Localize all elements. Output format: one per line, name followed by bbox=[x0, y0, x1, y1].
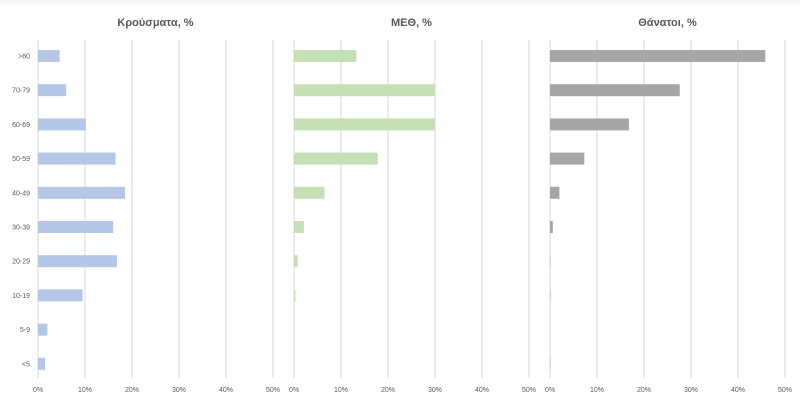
x-tick-label: 40% bbox=[219, 387, 233, 394]
bar bbox=[294, 50, 357, 62]
x-tick-label: 20% bbox=[381, 387, 395, 394]
bar bbox=[550, 152, 585, 165]
x-tick-label: 30% bbox=[428, 387, 442, 394]
x-tick-label: 50% bbox=[522, 387, 536, 394]
bar bbox=[294, 118, 435, 131]
bar bbox=[550, 84, 680, 97]
bar bbox=[294, 186, 325, 199]
x-tick-label: 10% bbox=[334, 387, 348, 394]
panel-title: Κρούσματα, % bbox=[117, 17, 193, 29]
bar bbox=[38, 152, 116, 165]
x-tick-label: 40% bbox=[475, 387, 489, 394]
bar bbox=[38, 186, 125, 199]
bar bbox=[38, 84, 67, 97]
category-label: 70-79 bbox=[12, 88, 30, 95]
category-label: 10-19 bbox=[12, 293, 30, 300]
x-tick-label: 0% bbox=[545, 387, 555, 394]
x-tick-label: 50% bbox=[266, 387, 280, 394]
bar bbox=[294, 221, 304, 233]
category-label: 5-9 bbox=[20, 327, 30, 334]
category-label: <5 bbox=[22, 361, 30, 368]
bar bbox=[38, 323, 48, 336]
panel-title: Θάνατοι, % bbox=[638, 17, 697, 29]
bar bbox=[294, 84, 435, 97]
x-tick-label: 50% bbox=[778, 387, 792, 394]
bar bbox=[550, 186, 560, 199]
bar bbox=[38, 118, 86, 131]
bar bbox=[38, 357, 46, 370]
x-tick-label: 20% bbox=[125, 387, 139, 394]
x-tick-label: 30% bbox=[684, 387, 698, 394]
category-label: 30-39 bbox=[12, 225, 30, 232]
x-tick-label: 40% bbox=[731, 387, 745, 394]
bar bbox=[550, 118, 629, 131]
bar bbox=[38, 50, 60, 62]
bar bbox=[38, 255, 117, 268]
bar bbox=[294, 152, 378, 165]
x-tick-label: 10% bbox=[78, 387, 92, 394]
bar bbox=[550, 50, 766, 62]
bar bbox=[294, 289, 296, 302]
bar bbox=[550, 221, 553, 233]
bar bbox=[38, 221, 114, 233]
x-tick-label: 30% bbox=[172, 387, 186, 394]
bar bbox=[294, 255, 298, 268]
category-label: >80 bbox=[18, 54, 30, 61]
top-border bbox=[0, 0, 800, 6]
panel-title: ΜΕΘ, % bbox=[391, 17, 432, 29]
category-label: 50-59 bbox=[12, 156, 30, 163]
category-label: 60-69 bbox=[12, 122, 30, 129]
x-tick-label: 20% bbox=[637, 387, 651, 394]
category-label: 40-49 bbox=[12, 190, 30, 197]
category-label: 20-29 bbox=[12, 259, 30, 266]
bar bbox=[38, 289, 83, 302]
x-tick-label: 0% bbox=[289, 387, 299, 394]
x-tick-label: 0% bbox=[33, 387, 43, 394]
x-tick-label: 10% bbox=[590, 387, 604, 394]
